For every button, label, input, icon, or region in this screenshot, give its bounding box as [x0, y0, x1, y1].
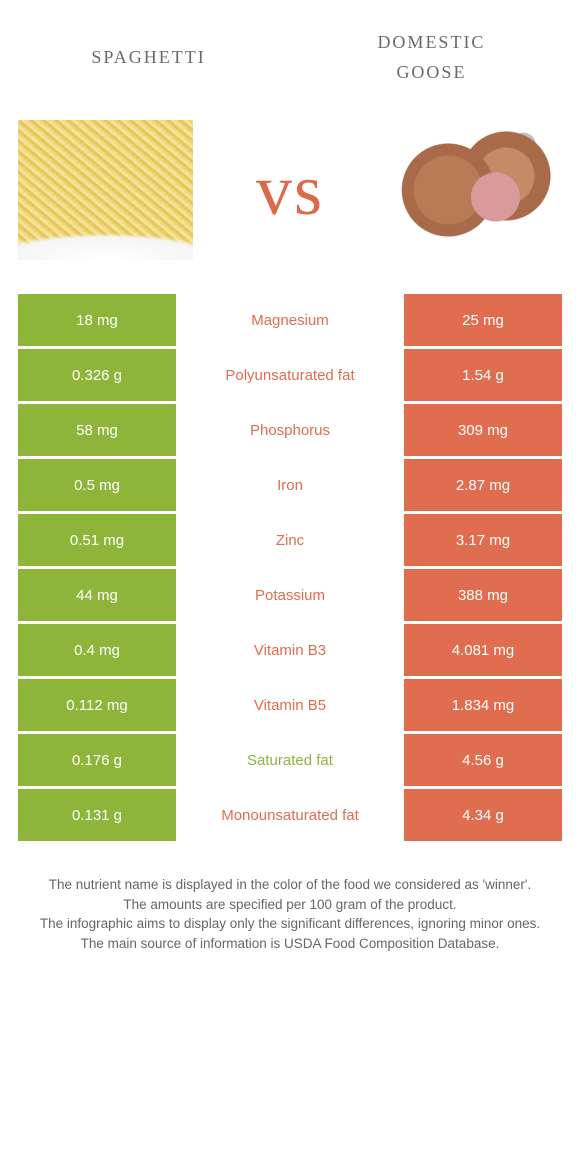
- value-left: 18 mg: [18, 294, 176, 346]
- nutrient-row: 0.51 mgZinc3.17 mg: [18, 514, 562, 566]
- nutrient-row: 0.131 gMonounsaturated fat4.34 g: [18, 789, 562, 841]
- nutrient-label: Monounsaturated fat: [179, 789, 401, 841]
- footnotes: The nutrient name is displayed in the co…: [18, 875, 562, 953]
- value-right: 309 mg: [404, 404, 562, 456]
- value-right: 1.54 g: [404, 349, 562, 401]
- nutrient-label: Polyunsaturated fat: [179, 349, 401, 401]
- footnote-line: The main source of information is USDA F…: [26, 934, 554, 954]
- value-right: 3.17 mg: [404, 514, 562, 566]
- value-right: 2.87 mg: [404, 459, 562, 511]
- nutrient-row: 58 mgPhosphorus309 mg: [18, 404, 562, 456]
- footnote-line: The amounts are specified per 100 gram o…: [26, 895, 554, 915]
- nutrient-label: Vitamin B5: [179, 679, 401, 731]
- nutrient-label: Phosphorus: [179, 404, 401, 456]
- nutrient-table: 18 mgMagnesium25 mg0.326 gPolyunsaturate…: [18, 294, 562, 841]
- nutrient-row: 0.4 mgVitamin B34.081 mg: [18, 624, 562, 676]
- value-right: 4.081 mg: [404, 624, 562, 676]
- nutrient-label: Saturated fat: [179, 734, 401, 786]
- value-left: 0.326 g: [18, 349, 176, 401]
- title-row: spaghetti domestic goose: [18, 0, 562, 110]
- nutrient-label: Potassium: [179, 569, 401, 621]
- value-left: 0.112 mg: [18, 679, 176, 731]
- nutrient-row: 0.5 mgIron2.87 mg: [18, 459, 562, 511]
- nutrient-label: Vitamin B3: [179, 624, 401, 676]
- food-image-left: [18, 120, 193, 260]
- title-right-line1: domestic: [377, 25, 485, 54]
- value-left: 44 mg: [18, 569, 176, 621]
- nutrient-label: Zinc: [179, 514, 401, 566]
- hero-row: vs: [18, 110, 562, 270]
- value-left: 58 mg: [18, 404, 176, 456]
- footnote-line: The nutrient name is displayed in the co…: [26, 875, 554, 895]
- nutrient-row: 44 mgPotassium388 mg: [18, 569, 562, 621]
- nutrient-label: Iron: [179, 459, 401, 511]
- value-right: 388 mg: [404, 569, 562, 621]
- value-left: 0.51 mg: [18, 514, 176, 566]
- value-right: 25 mg: [404, 294, 562, 346]
- value-right: 4.56 g: [404, 734, 562, 786]
- food-image-right: [387, 120, 562, 260]
- value-right: 1.834 mg: [404, 679, 562, 731]
- value-left: 0.5 mg: [18, 459, 176, 511]
- value-right: 4.34 g: [404, 789, 562, 841]
- value-left: 0.4 mg: [18, 624, 176, 676]
- title-right-line2: goose: [396, 55, 466, 84]
- nutrient-row: 0.326 gPolyunsaturated fat1.54 g: [18, 349, 562, 401]
- title-right: domestic goose: [301, 25, 562, 85]
- value-left: 0.176 g: [18, 734, 176, 786]
- title-left: spaghetti: [18, 40, 279, 70]
- nutrient-row: 0.176 gSaturated fat4.56 g: [18, 734, 562, 786]
- value-left: 0.131 g: [18, 789, 176, 841]
- infographic-root: spaghetti domestic goose vs 18 mgMagnesi…: [0, 0, 580, 953]
- nutrient-row: 18 mgMagnesium25 mg: [18, 294, 562, 346]
- footnote-line: The infographic aims to display only the…: [26, 914, 554, 934]
- vs-label: vs: [201, 149, 379, 232]
- nutrient-label: Magnesium: [179, 294, 401, 346]
- nutrient-row: 0.112 mgVitamin B51.834 mg: [18, 679, 562, 731]
